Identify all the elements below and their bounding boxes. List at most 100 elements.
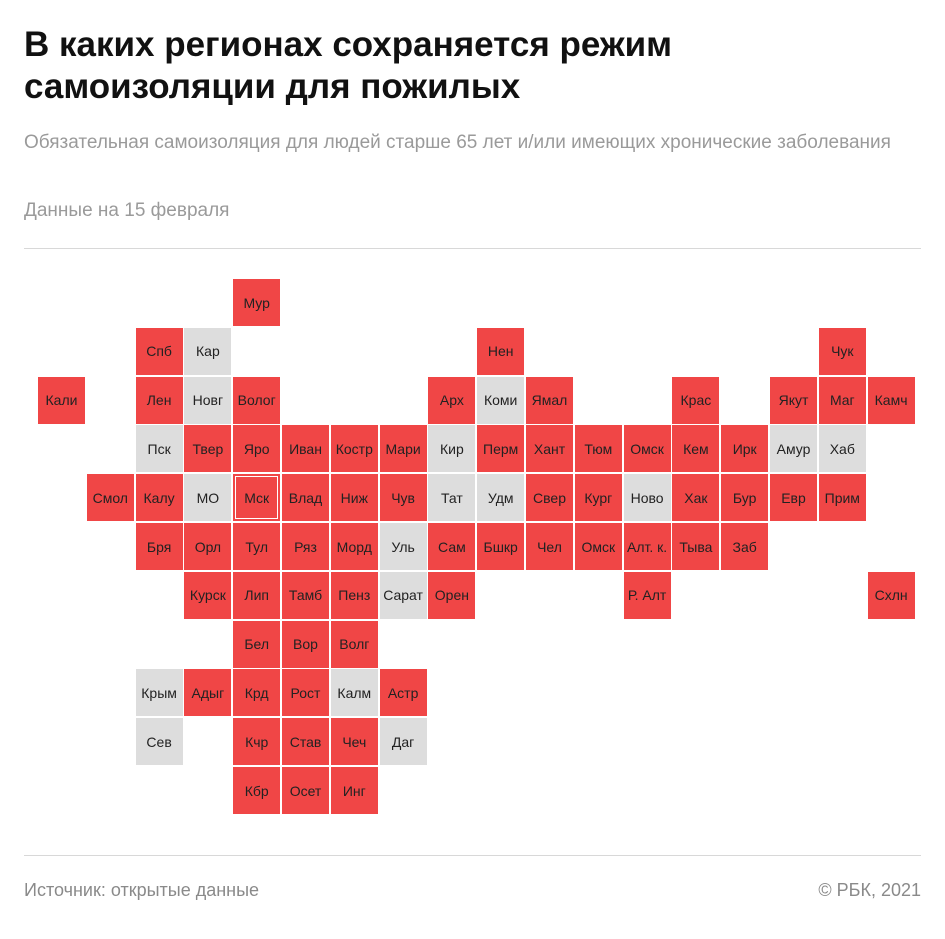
region-label: Р. Алт [627, 587, 667, 604]
region-tile: Удм [477, 474, 525, 522]
region-label: Астр [387, 684, 419, 701]
region-tile: Даг [379, 718, 427, 766]
region-label: Тат [440, 489, 463, 506]
region-tile: Ирк [721, 425, 769, 473]
region-tile: Кем [672, 425, 720, 473]
region-tile: Перм [477, 425, 525, 473]
region-label: Влад [288, 489, 323, 506]
region-label: Бур [732, 489, 757, 506]
region-tile: Твер [184, 425, 232, 473]
region-tile: Курск [184, 571, 232, 619]
region-tile: Кбр [233, 767, 281, 814]
region-label: Чеч [342, 733, 367, 750]
region-label: Омск [581, 538, 616, 555]
region-label: Адыг [191, 684, 225, 701]
region-tile: Спб [135, 327, 183, 375]
region-tile: Бшкр [477, 523, 525, 570]
region-label: Пенз [338, 587, 371, 604]
region-label: Крым [141, 684, 177, 701]
region-label: Ново [630, 489, 664, 506]
region-label: Бря [146, 538, 172, 555]
region-label: Мари [385, 440, 421, 457]
region-tile: Чел [526, 523, 573, 570]
region-tile: Омск [623, 425, 671, 473]
region-tile: Тыва [672, 523, 720, 570]
data-date: Данные на 15 февраля [24, 200, 230, 221]
region-label: Морд [336, 538, 372, 555]
region-tile: Осет [282, 767, 329, 814]
region-label: Лип [244, 587, 269, 604]
region-tile: Тул [233, 523, 281, 570]
region-label: Яро [243, 440, 270, 457]
region-label: Маг [829, 392, 855, 409]
region-tile: Влад [282, 474, 329, 522]
region-tile: Тюм [574, 425, 622, 473]
region-label: Спб [146, 343, 172, 360]
region-tile: Бел [233, 620, 281, 668]
region-tile: Калм [330, 669, 378, 717]
region-tile: Крым [135, 669, 183, 717]
region-label: Чук [831, 343, 854, 360]
region-label: Кчр [245, 733, 269, 750]
region-label: Амур [776, 440, 811, 457]
region-label: Перм [483, 440, 519, 457]
bottom-divider [24, 855, 921, 856]
region-tile: Ямал [526, 376, 573, 424]
region-label: МО [196, 489, 220, 506]
region-label: Кем [683, 440, 709, 457]
region-tile: Кург [574, 474, 622, 522]
region-tile: Прим [818, 474, 866, 522]
region-label: Арх [439, 392, 464, 409]
region-label: Кар [196, 343, 220, 360]
region-tile: Волог [233, 376, 281, 424]
region-label: Ирк [732, 440, 757, 457]
region-label: Осет [289, 782, 322, 799]
region-tile: Ряз [282, 523, 329, 570]
region-label: Вор [293, 636, 318, 653]
region-tile: Орл [184, 523, 232, 570]
region-tile: Сев [135, 718, 183, 766]
region-tile: Мур [233, 279, 281, 326]
region-tile: Свер [526, 474, 573, 522]
region-label: Хаб [829, 440, 855, 457]
region-tile: Коми [477, 376, 525, 424]
region-tile: Заб [721, 523, 769, 570]
region-tile: Схлн [867, 571, 915, 619]
region-tile: Лен [135, 376, 183, 424]
region-label: Иван [289, 440, 322, 457]
region-tile: Хант [526, 425, 573, 473]
region-label: Хак [684, 489, 708, 506]
region-label: Тыва [679, 538, 713, 555]
region-tile: Костр [330, 425, 378, 473]
region-tile: Алт. к. [623, 523, 671, 570]
region-tile: Мари [379, 425, 427, 473]
region-tile: Крас [672, 376, 720, 424]
region-tile: Яро [233, 425, 281, 473]
region-tile: Крд [233, 669, 281, 717]
region-tile: Бур [721, 474, 769, 522]
region-tile: Адыг [184, 669, 232, 717]
region-label: Чел [537, 538, 562, 555]
region-tile: Амур [770, 425, 817, 473]
region-tile: Омск [574, 523, 622, 570]
region-tile: Иван [282, 425, 329, 473]
region-tile: Чук [818, 327, 866, 375]
region-label: Калм [337, 684, 372, 701]
region-tile: Тат [428, 474, 476, 522]
region-label: Свер [533, 489, 566, 506]
region-label: Бшкр [483, 538, 518, 555]
region-tile: Якут [770, 376, 817, 424]
region-label: Даг [391, 733, 415, 750]
region-tile: Новг [184, 376, 232, 424]
region-tile: Пск [135, 425, 183, 473]
region-label: Рост [290, 684, 321, 701]
region-label: Ниж [340, 489, 368, 506]
page-title: В каких регионах сохраняется режим самои… [24, 25, 673, 106]
region-tile: Смол [86, 474, 134, 522]
region-tile: Бря [135, 523, 183, 570]
region-label: Крас [680, 392, 712, 409]
region-tile: Камч [867, 376, 915, 424]
region-label: Ряз [294, 538, 317, 555]
region-tile: Чеч [330, 718, 378, 766]
region-tile: Нен [477, 327, 525, 375]
